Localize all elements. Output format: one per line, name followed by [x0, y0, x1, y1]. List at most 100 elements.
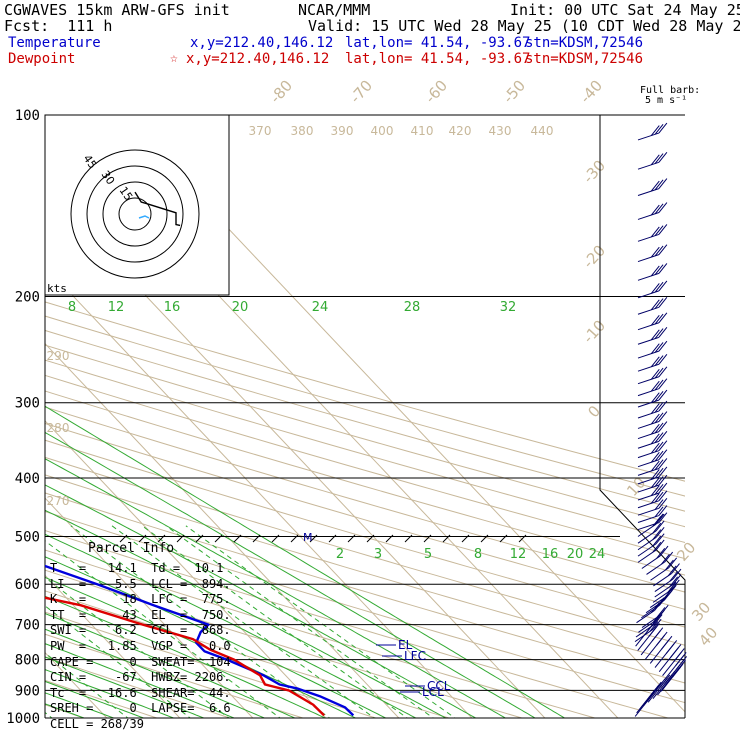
wind-barb-flag — [650, 246, 660, 258]
wind-barb-flag — [650, 380, 660, 392]
pressure-label: 100 — [15, 108, 40, 124]
valid-time: Valid: 15 UTC Wed 28 May 25 (10 CDT Wed … — [308, 17, 740, 35]
wind-barb-flag — [650, 356, 660, 368]
dry-adiabats — [45, 301, 685, 718]
wind-barb-flag — [648, 626, 658, 637]
isotherm-line — [0, 102, 46, 731]
wind-barb-flag — [669, 576, 679, 588]
wind-barb-flag — [658, 297, 668, 308]
mixing-ratio-label: 20 — [567, 547, 584, 562]
dry-adiabat — [45, 359, 685, 544]
hatch-mark — [518, 534, 527, 543]
mixing-ratio-label: 12 — [108, 300, 125, 315]
temperature-station: stn=KDSM,72546 — [525, 35, 644, 51]
wind-barb-flag — [663, 589, 673, 601]
parcel-row: T = 14.1 Td = 10.1 — [50, 561, 224, 575]
wind-barb-flag — [652, 529, 662, 540]
wind-barb-flag — [672, 574, 682, 585]
mixing-ratio-label: 24 — [589, 547, 606, 562]
theta-e-label: 420 — [449, 124, 472, 138]
hodograph-storm-motion — [138, 215, 150, 219]
mixing-ratio-label: 20 — [232, 300, 249, 315]
theta-label: 290 — [47, 349, 70, 363]
wind-barb-flag — [658, 466, 668, 478]
wind-barb-flag — [671, 563, 680, 574]
temperature-xy: x,y=212.40,146.12 — [190, 35, 334, 51]
mixing-ratio-label: 8 — [68, 300, 76, 315]
wind-barb-flag — [650, 493, 660, 504]
wind-barb-flag — [654, 506, 664, 518]
level-label: M — [303, 531, 313, 544]
mixing-ratio-line — [185, 525, 456, 718]
moist-adiabat — [45, 556, 387, 718]
dry-adiabat — [45, 679, 159, 718]
wind-barb-flag — [650, 451, 660, 463]
dry-adiabat — [45, 422, 685, 610]
dry-adiabat — [45, 301, 685, 482]
dewpoint-legend: Dewpoint — [8, 51, 76, 67]
theta-e-label: 390 — [331, 124, 354, 138]
wind-barb-flag — [658, 512, 668, 523]
isotherm-label: -80 — [266, 77, 296, 107]
wind-barb-flag — [650, 423, 660, 435]
wind-barb-flag — [658, 244, 668, 255]
wind-barb-flag — [654, 499, 664, 510]
hatch-mark — [233, 534, 242, 543]
wind-barb-flag — [650, 283, 660, 294]
wind-barb-flag — [660, 553, 670, 565]
isotherm-line — [45, 574, 181, 718]
wind-barb-flag — [654, 599, 664, 611]
wind-barb-flag — [650, 477, 660, 488]
wind-barb-flag — [658, 327, 668, 338]
dry-adiabat — [45, 406, 685, 593]
wind-barb-flag — [654, 467, 664, 479]
moist-adiabat — [45, 509, 447, 718]
wind-barb-flag — [673, 651, 683, 662]
wind-barb-flag — [656, 548, 666, 559]
dry-adiabat — [45, 456, 685, 646]
level-label: LCL — [422, 685, 444, 699]
wind-barb-flag — [649, 621, 659, 632]
wind-barb-flag — [659, 545, 669, 557]
wind-barb-flag — [654, 441, 664, 453]
wind-barb-flag — [652, 541, 662, 553]
moist-adiabat — [45, 680, 145, 718]
mixing-ratio-lines — [45, 525, 456, 718]
theta-labels: 370 380 390 400 410 420 430 440 290 280 270 — [47, 124, 554, 508]
moist-adiabat — [45, 405, 566, 718]
theta-e-label: 440 — [531, 124, 554, 138]
wind-barb-flag — [658, 497, 668, 509]
hatch-mark — [442, 534, 451, 543]
moist-adiabat — [45, 458, 507, 718]
barb-legend-line2: 5 m s⁻¹ — [645, 95, 688, 106]
dry-adiabat — [45, 633, 305, 718]
hodograph-trace — [134, 191, 181, 227]
wind-barb-flag — [654, 203, 664, 215]
wind-barbs — [634, 122, 688, 717]
wind-barb-flag — [654, 484, 664, 495]
hodograph-box — [44, 114, 230, 296]
moist-adiabat — [45, 643, 236, 718]
wind-barb-flag — [654, 328, 664, 339]
wind-barb-flag — [667, 581, 677, 593]
parcel-row: TT = 43 EL = 750. — [50, 607, 231, 622]
mixing-ratio-label: 3 — [374, 547, 382, 562]
hatch-mark — [252, 534, 261, 543]
wind-barb-flag — [654, 123, 664, 135]
isotherm-label: 40 — [695, 624, 721, 650]
mixing-ratio-label: 5 — [424, 547, 432, 562]
isotherm-label: 0 — [584, 402, 604, 421]
mixing-ratio-line — [45, 652, 129, 718]
wind-barb-flag — [655, 520, 665, 532]
wind-barb-flag — [650, 299, 660, 311]
parcel-row: CELL = 268/39 — [50, 717, 144, 731]
hatch-mark — [214, 534, 223, 543]
theta-e-label: 400 — [371, 124, 394, 138]
wind-barb-flag — [675, 659, 685, 670]
model-title: CGWAVES 15km ARW-GFS init — [4, 1, 230, 19]
pressure-label: 900 — [15, 683, 40, 699]
parcel-row: K = 18 LFC = 775. — [50, 592, 231, 607]
wind-barb-flag — [658, 474, 668, 486]
hatch-mark — [176, 534, 185, 543]
